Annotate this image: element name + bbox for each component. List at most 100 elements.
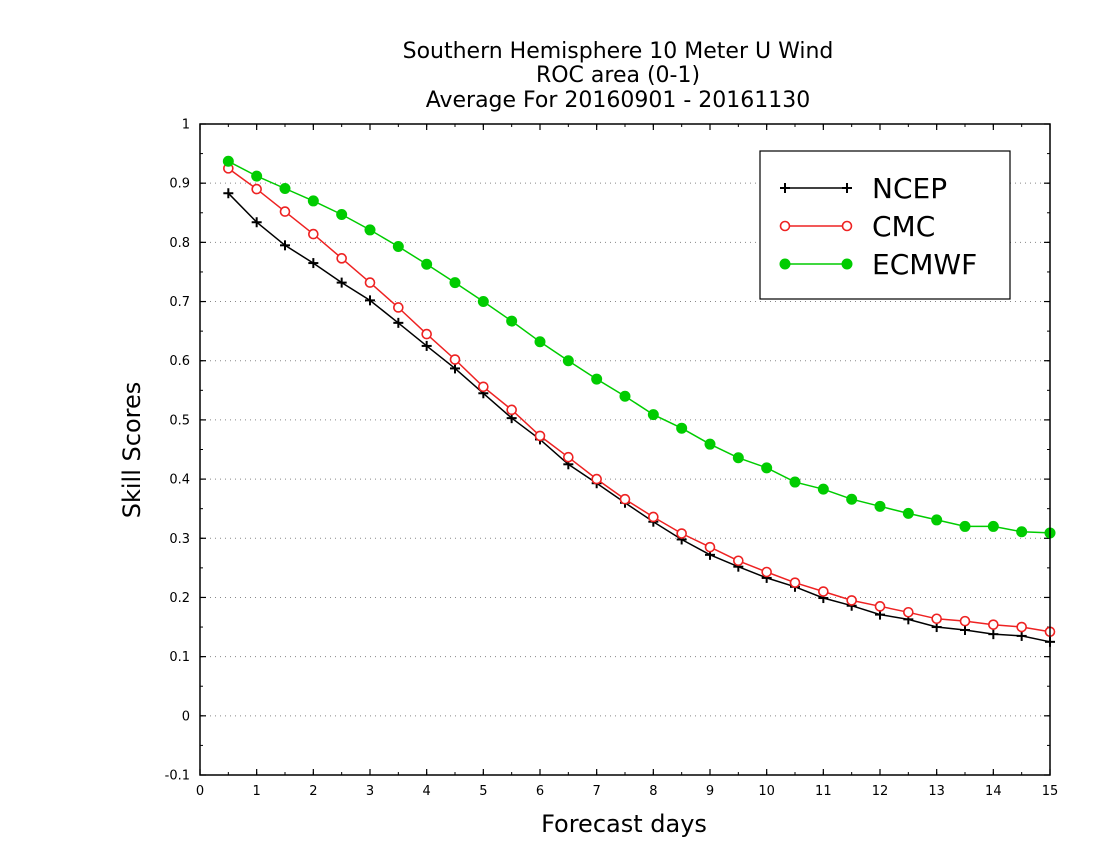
point-cmc — [563, 451, 574, 463]
x-tick-label: 5 — [479, 784, 487, 799]
point-ecmwf — [222, 155, 234, 167]
point-ncep — [988, 629, 999, 640]
point-ncep — [280, 240, 290, 251]
point-ecmwf — [421, 258, 433, 270]
plot-frame — [199, 123, 1051, 776]
point-ecmwf — [279, 183, 291, 195]
point-cmc — [959, 615, 971, 627]
chart-title-line-2: ROC area (0-1) — [536, 63, 700, 88]
point-ecmwf — [307, 195, 319, 207]
point-ncep — [223, 188, 234, 199]
point-cmc — [648, 511, 659, 523]
point-ecmwf — [506, 315, 518, 327]
gridlines — [200, 182, 1050, 717]
point-ecmwf — [704, 438, 716, 450]
point-ecmwf — [647, 409, 659, 421]
legend-marker-cmc — [841, 220, 853, 232]
x-tick-label: 7 — [593, 784, 601, 799]
legend: NCEP CMC ECMWF — [759, 150, 1011, 300]
point-cmc — [336, 253, 347, 264]
chart-title-line-3: Average For 20160901 - 20161130 — [426, 88, 811, 113]
point-cmc — [308, 228, 319, 240]
y-tick-label: -0.1 — [165, 769, 190, 784]
point-ncep — [251, 217, 262, 228]
point-cmc — [903, 606, 914, 618]
x-tick-label: 10 — [758, 784, 775, 799]
point-ecmwf — [392, 241, 404, 253]
series-ecmwf — [222, 155, 1056, 539]
point-ncep — [421, 340, 432, 351]
point-cmc — [1016, 621, 1027, 633]
point-ncep — [336, 277, 347, 288]
point-ecmwf — [534, 336, 546, 348]
legend-label-ncep: NCEP — [872, 172, 947, 205]
point-ncep — [393, 317, 404, 328]
point-cmc — [789, 577, 801, 588]
x-tick-label: 2 — [309, 784, 317, 799]
point-ecmwf — [449, 277, 461, 289]
point-ecmwf — [591, 373, 603, 385]
x-axis-title: Forecast days — [541, 810, 707, 838]
y-tick-label: 0.6 — [169, 354, 190, 369]
x-tick-label: 9 — [706, 784, 714, 799]
legend-item-ncep: NCEP — [780, 172, 947, 205]
x-tick-label: 3 — [366, 784, 374, 799]
y-tick-label: 0.5 — [169, 413, 190, 428]
point-ecmwf — [817, 483, 829, 495]
y-tick-label: 0.8 — [169, 236, 190, 251]
x-tick-label: 12 — [872, 784, 889, 799]
point-cmc — [279, 206, 291, 217]
point-cmc — [421, 328, 432, 340]
y-tick-label: 0.9 — [169, 177, 190, 192]
series-layer — [222, 155, 1056, 647]
point-cmc — [761, 566, 772, 578]
point-cmc — [534, 430, 546, 442]
y-axis-title: Skill Scores — [118, 382, 146, 519]
point-cmc — [733, 555, 744, 567]
x-tick-label: 14 — [985, 784, 1002, 799]
point-ecmwf — [1016, 526, 1028, 538]
x-tick-label: 11 — [815, 784, 832, 799]
point-ncep — [450, 363, 460, 374]
point-ecmwf — [931, 514, 943, 526]
x-tick-label: 1 — [253, 784, 261, 799]
y-tick-label: 0.3 — [169, 532, 190, 547]
point-cmc — [874, 601, 886, 612]
point-cmc — [988, 619, 999, 630]
point-ncep — [960, 625, 970, 636]
point-ecmwf — [619, 390, 631, 402]
series-line-ncep — [227, 192, 1051, 643]
point-cmc — [676, 528, 687, 539]
point-cmc — [449, 354, 461, 365]
legend-marker-ncep — [842, 183, 852, 193]
point-ecmwf — [336, 209, 348, 221]
point-ecmwf — [251, 170, 263, 182]
y-tick-label: 1 — [182, 118, 190, 133]
point-ecmwf — [959, 520, 971, 532]
legend-marker-ncep — [780, 183, 790, 193]
x-tick-label: 0 — [196, 784, 204, 799]
x-tick-label: 4 — [423, 784, 431, 799]
chart-title-line-1: Southern Hemisphere 10 Meter U Wind — [403, 39, 834, 64]
y-tick-label: 0.7 — [169, 295, 190, 310]
legend-marker-ecmwf — [841, 258, 853, 270]
point-cmc — [619, 493, 631, 505]
legend-label-ecmwf: ECMWF — [872, 248, 977, 281]
y-tick-label: 0 — [182, 709, 190, 724]
legend-item-ecmwf: ECMWF — [779, 248, 977, 281]
point-ecmwf — [562, 355, 574, 367]
x-tick-label: 13 — [928, 784, 945, 799]
x-tick-label: 6 — [536, 784, 544, 799]
legend-item-cmc: CMC — [779, 210, 935, 243]
point-ecmwf — [874, 500, 886, 512]
point-cmc — [818, 586, 829, 597]
point-cmc — [931, 613, 942, 625]
point-ecmwf — [761, 462, 773, 474]
x-tick-label: 15 — [1042, 784, 1059, 799]
point-ncep — [1016, 630, 1027, 641]
y-tick-label: 0.4 — [169, 473, 190, 488]
point-cmc — [506, 404, 517, 416]
point-cmc — [251, 183, 262, 195]
point-cmc — [478, 381, 489, 393]
